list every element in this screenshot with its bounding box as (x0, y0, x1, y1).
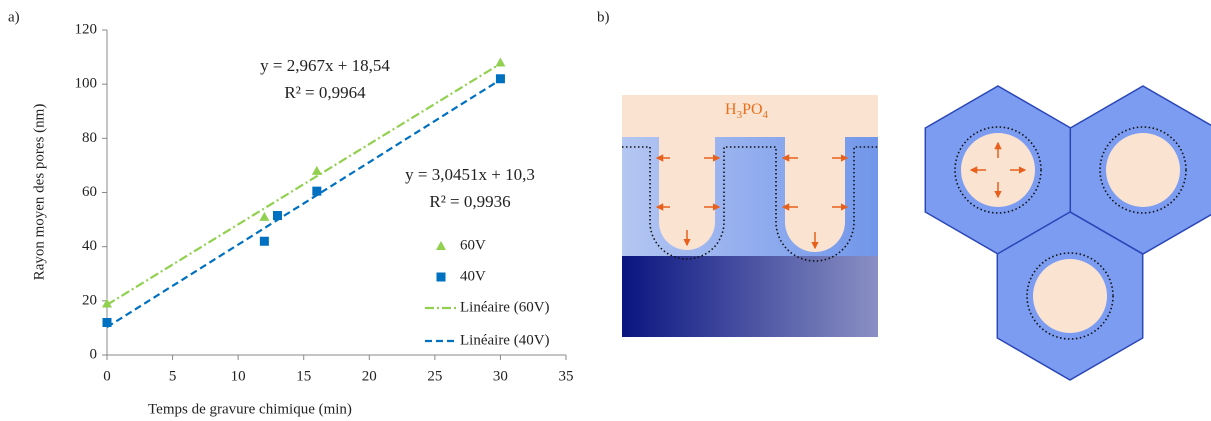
electrolyte-label: H3PO4 (725, 101, 769, 121)
cross-section: H3PO4 (622, 95, 878, 337)
pore (1106, 133, 1180, 207)
x-tick-label: 5 (169, 368, 177, 384)
symbol: H (725, 101, 737, 118)
point (102, 298, 112, 308)
y-axis-label: Rayon moyen des pores (nm) (31, 104, 47, 281)
dotted-front (622, 146, 878, 262)
dotted-front (1099, 126, 1187, 214)
subscript: 4 (763, 109, 769, 121)
point (312, 186, 322, 196)
equation: R² = 0,9936 (429, 192, 510, 211)
y-tick-label: 40 (82, 238, 97, 254)
y-tick-label: 60 (82, 184, 97, 200)
x-tick-label: 30 (493, 368, 508, 384)
legend-label: 60V (460, 237, 486, 253)
dotted-front (1026, 252, 1114, 340)
panel-label: b) (597, 9, 610, 25)
arrows (655, 154, 849, 250)
trend-line (106, 62, 502, 306)
x-tick-label: 20 (362, 368, 377, 384)
pore (961, 133, 1035, 207)
trend-line (106, 78, 502, 329)
y-tick-label: 80 (82, 130, 97, 146)
legend-label: 40V (460, 268, 486, 284)
point (102, 318, 112, 327)
symbol: PO (742, 101, 762, 118)
legend-label: Linéaire (40V) (460, 332, 550, 348)
legend-label: Linéaire (60V) (460, 299, 550, 315)
substrate (622, 256, 878, 337)
point (259, 211, 270, 221)
x-tick-label: 10 (231, 368, 246, 384)
x-tick-label: 0 (103, 368, 111, 384)
panel-label: a) (8, 9, 20, 25)
pore (1033, 259, 1107, 333)
dotted-front (954, 126, 1042, 214)
x-tick-label: 25 (427, 368, 442, 384)
y-tick-label: 120 (75, 21, 98, 37)
point (311, 165, 322, 175)
top-view (924, 85, 1211, 381)
legend-swatch (436, 241, 446, 250)
point (272, 211, 282, 221)
x-tick-label: 35 (559, 368, 574, 384)
alumina (622, 137, 878, 257)
point (495, 74, 505, 84)
x-axis-label: Temps de gravure chimique (min) (148, 401, 352, 417)
point (495, 57, 506, 67)
equation: y = 3,0451x + 10,3 (405, 165, 535, 184)
y-tick-label: 0 (90, 346, 98, 362)
x-tick-label: 15 (296, 368, 311, 384)
equation: R² = 0,9964 (284, 83, 366, 102)
y-tick-label: 20 (82, 292, 97, 308)
subscript: 3 (737, 109, 743, 121)
equation: y = 2,967x + 18,54 (260, 56, 390, 75)
y-tick-label: 100 (75, 76, 98, 92)
point (259, 236, 269, 246)
legend-swatch (436, 272, 446, 282)
